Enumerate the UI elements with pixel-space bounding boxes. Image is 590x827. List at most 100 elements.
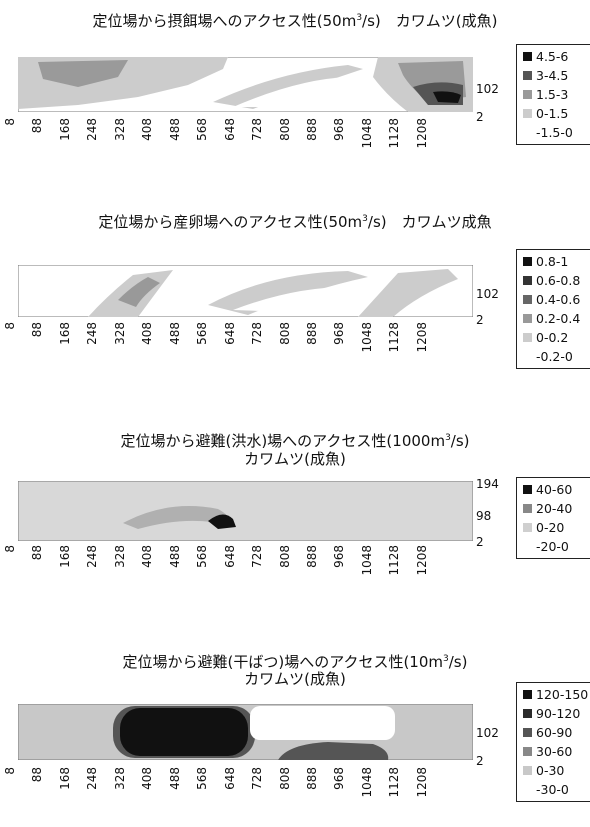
- chart-4-x-tick: 1048: [359, 767, 374, 798]
- chart-4-x-tick: 88: [30, 767, 45, 783]
- chart-2-y-tick: 2: [476, 313, 484, 327]
- chart-1-x-tick: 8: [3, 118, 17, 126]
- chart-4-legend: 120-150 90-120 60-90 30-60 0-30 -30-0: [516, 682, 590, 802]
- legend-swatch: [523, 523, 532, 532]
- legend-label: 0.4-0.6: [536, 292, 581, 307]
- legend-swatch: [523, 352, 532, 361]
- chart-4-x-tick: 488: [167, 767, 182, 790]
- legend-swatch: [523, 276, 532, 285]
- legend-label: 4.5-6: [536, 49, 569, 64]
- chart-3-x-tick: 888: [304, 545, 319, 568]
- legend-label: 0-0.2: [536, 330, 569, 345]
- chart-4-title: 定位場から避難(干ばつ)場へのアクセス性(10m3/s): [122, 653, 468, 671]
- chart-1-x-tick: 888: [304, 118, 319, 141]
- chart-2-legend-item: 0.2-0.4: [523, 309, 585, 328]
- legend-swatch: [523, 728, 532, 737]
- chart-4-legend-item: 60-90: [523, 723, 589, 742]
- chart-3-x-tick: 648: [222, 545, 237, 568]
- chart-3-legend: 40-60 20-40 0-20 -20-0: [516, 477, 590, 559]
- chart-1-x-tick: 168: [57, 118, 72, 141]
- legend-label: -0.2-0: [536, 349, 573, 364]
- chart-1-legend-item: 1.5-3: [523, 85, 585, 104]
- chart-4-x-tick: 808: [277, 767, 292, 790]
- chart-3-legend-item: 20-40: [523, 499, 585, 518]
- chart-4-x-tick: 408: [140, 767, 155, 790]
- chart-1-y-tick: 2: [476, 110, 484, 124]
- chart-2-legend-item: 0.6-0.8: [523, 271, 585, 290]
- chart-2-x-tick: 88: [30, 322, 45, 338]
- chart-4-x-tick: 8: [3, 767, 17, 775]
- legend-swatch: [523, 747, 532, 756]
- legend-swatch: [523, 785, 532, 794]
- chart-3-legend-item: 0-20: [523, 518, 585, 537]
- chart-2-legend-item: -0.2-0: [523, 347, 585, 366]
- chart-2-y-tick: 102: [476, 287, 499, 301]
- chart-3-x-tick: 1128: [387, 545, 402, 576]
- chart-4-x-tick: 248: [85, 767, 100, 790]
- chart-4-legend-item: 0-30: [523, 761, 589, 780]
- chart-1-x-tick: 488: [167, 118, 182, 141]
- chart-2-x-tick: 1048: [359, 322, 374, 353]
- legend-swatch: [523, 128, 532, 137]
- chart-2-title: 定位場から産卵場へのアクセス性(50m3/s) カワムツ成魚: [98, 213, 492, 231]
- legend-swatch: [523, 71, 532, 80]
- chart-1-x-tick: 1128: [387, 118, 402, 149]
- chart-1-x-tick: 728: [250, 118, 265, 141]
- chart-3-x-tick: 328: [112, 545, 127, 568]
- chart-4-x-tick: 1208: [414, 767, 429, 798]
- chart-1-x-tick: 808: [277, 118, 292, 141]
- chart-3-x-tick: 168: [57, 545, 72, 568]
- chart-3-x-tick: 1048: [359, 545, 374, 576]
- chart-4-legend-item: 30-60: [523, 742, 589, 761]
- chart-3-heatmap: [18, 481, 473, 541]
- legend-label: 0.2-0.4: [536, 311, 581, 326]
- chart-3-x-tick: 88: [30, 545, 45, 561]
- chart-4-x-tick: 648: [222, 767, 237, 790]
- chart-2-x-tick: 728: [250, 322, 265, 345]
- chart-2-legend: 0.8-1 0.6-0.8 0.4-0.6 0.2-0.4 0-0.2 -0.2-0: [516, 249, 590, 369]
- chart-2-x-tick: 168: [57, 322, 72, 345]
- chart-2-x-tick: 648: [222, 322, 237, 345]
- legend-label: 40-60: [536, 482, 573, 497]
- legend-swatch: [523, 504, 532, 513]
- chart-3-x-tick: 1208: [414, 545, 429, 576]
- chart-3-x-tick: 808: [277, 545, 292, 568]
- chart-2-x-tick: 248: [85, 322, 100, 345]
- legend-swatch: [523, 52, 532, 61]
- legend-swatch: [523, 333, 532, 342]
- chart-4-x-tick: 328: [112, 767, 127, 790]
- chart-3-title-line2: カワムツ(成魚): [244, 450, 346, 468]
- legend-label: -1.5-0: [536, 125, 573, 140]
- chart-4-y-tick: 102: [476, 726, 499, 740]
- legend-swatch: [523, 485, 532, 494]
- legend-label: 20-40: [536, 501, 573, 516]
- chart-2-legend-item: 0.4-0.6: [523, 290, 585, 309]
- chart-1-x-tick: 968: [332, 118, 347, 141]
- chart-3-title: 定位場から避難(洪水)場へのアクセス性(1000m3/s): [120, 432, 470, 450]
- chart-4-x-tick: 1128: [387, 767, 402, 798]
- chart-1-legend-item: 0-1.5: [523, 104, 585, 123]
- legend-label: 0-20: [536, 520, 565, 535]
- chart-2-x-tick: 568: [195, 322, 210, 345]
- chart-2-x-tick: 488: [167, 322, 182, 345]
- chart-2-legend-item: 0-0.2: [523, 328, 585, 347]
- chart-3-x-tick: 488: [167, 545, 182, 568]
- chart-1-legend-item: 3-4.5: [523, 66, 585, 85]
- chart-4-x-tick: 968: [332, 767, 347, 790]
- chart-3-y-tick: 2: [476, 535, 484, 549]
- legend-label: 60-90: [536, 725, 573, 740]
- legend-label: 0-1.5: [536, 106, 569, 121]
- chart-1-x-tick: 568: [195, 118, 210, 141]
- chart-2-x-tick: 8: [3, 322, 17, 330]
- chart-1-heatmap: [18, 57, 473, 112]
- chart-2-x-tick: 808: [277, 322, 292, 345]
- chart-3-x-tick: 728: [250, 545, 265, 568]
- chart-2-legend-item: 0.8-1: [523, 252, 585, 271]
- chart-3-x-tick: 408: [140, 545, 155, 568]
- chart-2-heatmap: [18, 265, 473, 317]
- chart-3-legend-item: -20-0: [523, 537, 585, 556]
- legend-label: 1.5-3: [536, 87, 569, 102]
- legend-label: 120-150: [536, 687, 589, 702]
- chart-4-x-tick: 728: [250, 767, 265, 790]
- legend-swatch: [523, 90, 532, 99]
